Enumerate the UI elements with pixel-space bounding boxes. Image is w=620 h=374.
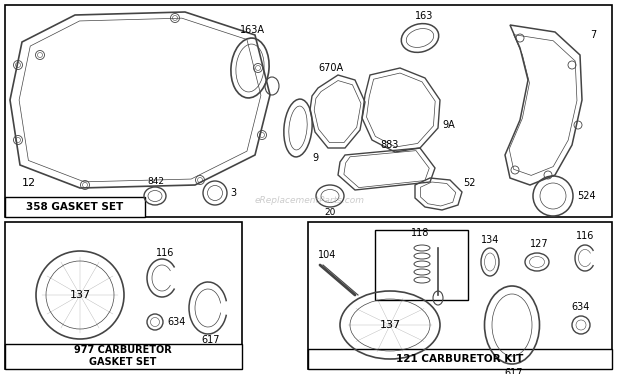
Text: 634: 634 xyxy=(167,317,185,327)
Text: 137: 137 xyxy=(69,290,91,300)
Bar xyxy=(308,222,612,369)
Text: 52: 52 xyxy=(463,178,476,188)
Text: 9: 9 xyxy=(312,153,318,163)
Text: 617: 617 xyxy=(505,368,523,374)
Bar xyxy=(5,5,612,217)
Text: 3: 3 xyxy=(230,188,236,198)
Text: 977 CARBURETOR
GASKET SET: 977 CARBURETOR GASKET SET xyxy=(74,345,172,367)
Text: 163: 163 xyxy=(415,11,433,21)
Text: 137: 137 xyxy=(379,320,401,330)
Text: 12: 12 xyxy=(22,178,36,188)
Text: 617: 617 xyxy=(202,335,220,345)
Text: 134: 134 xyxy=(481,235,499,245)
Bar xyxy=(5,344,242,369)
Text: eReplacementParts.com: eReplacementParts.com xyxy=(255,196,365,205)
Text: 163A: 163A xyxy=(240,25,265,35)
Text: 524: 524 xyxy=(577,191,596,201)
Text: 9A: 9A xyxy=(442,120,454,130)
Text: 118: 118 xyxy=(411,228,429,238)
Bar xyxy=(5,197,145,217)
Text: 358 GASKET SET: 358 GASKET SET xyxy=(27,202,123,212)
Bar xyxy=(375,230,468,300)
Text: 116: 116 xyxy=(576,231,594,241)
Bar xyxy=(308,349,612,369)
Text: 104: 104 xyxy=(318,250,337,260)
Text: 634: 634 xyxy=(572,302,590,312)
Bar xyxy=(5,222,242,369)
Text: 670A: 670A xyxy=(318,63,343,73)
Text: 20: 20 xyxy=(324,208,335,217)
Text: 127: 127 xyxy=(529,239,548,249)
Text: 842: 842 xyxy=(147,177,164,186)
Text: 116: 116 xyxy=(156,248,174,258)
Text: 883: 883 xyxy=(381,140,399,150)
Text: 7: 7 xyxy=(590,30,596,40)
Text: 121 CARBURETOR KIT: 121 CARBURETOR KIT xyxy=(396,354,524,364)
